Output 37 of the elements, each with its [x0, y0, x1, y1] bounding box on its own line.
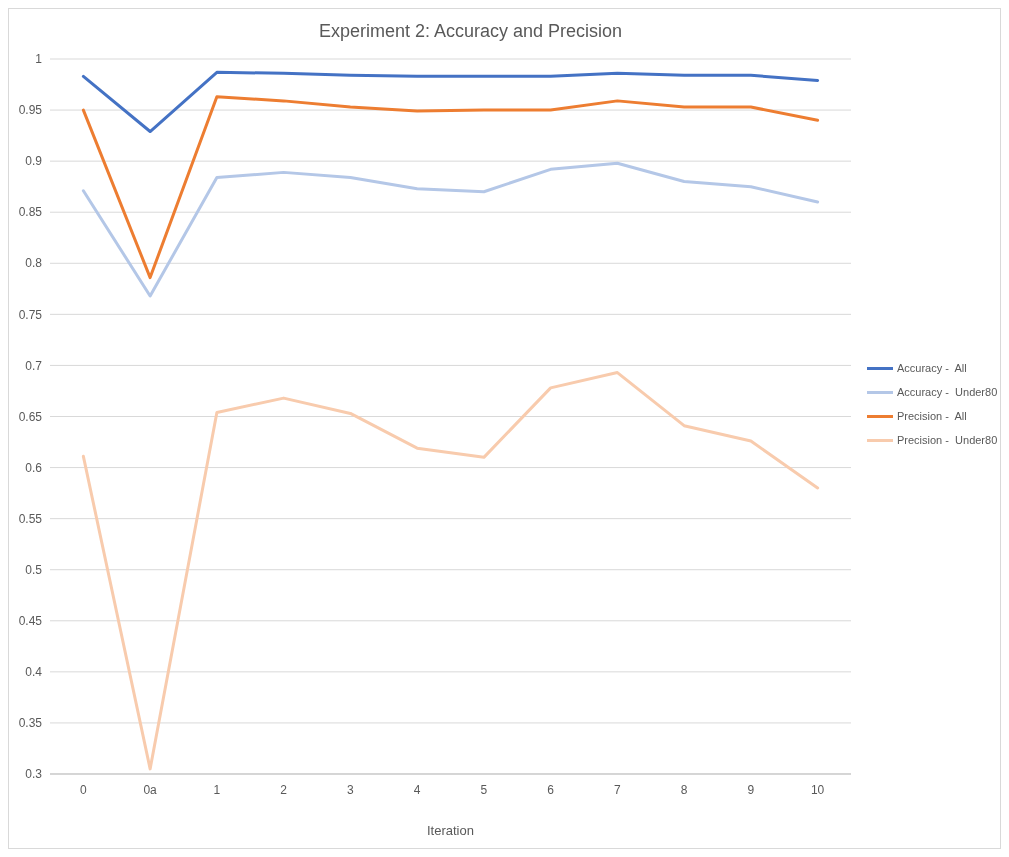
- y-tick-label: 0.4: [25, 665, 43, 680]
- x-tick-label: 6: [547, 783, 555, 797]
- y-tick-label: 0.9: [25, 154, 43, 169]
- line-series: [81, 70, 820, 134]
- line-series: [81, 95, 820, 280]
- x-tick-label: 5: [480, 783, 488, 797]
- y-tick-label: 0.35: [18, 716, 43, 731]
- legend-label: Accuracy - Under80: [897, 386, 998, 399]
- chart-title: Experiment 2: Accuracy and Precision: [318, 21, 623, 41]
- y-tick-label: 0.6: [25, 460, 43, 475]
- x-tick-label: 4: [413, 783, 421, 797]
- x-tick-label: 0: [80, 783, 88, 797]
- y-tick-label: 0.75: [18, 307, 43, 322]
- x-tick-label: 3: [347, 783, 355, 797]
- y-tick-label: 1: [35, 52, 43, 67]
- x-tick-label: 9: [747, 783, 755, 797]
- x-tick-label: 7: [614, 783, 622, 797]
- x-tick-label: 1: [213, 783, 221, 797]
- y-tick-label: 0.95: [18, 103, 43, 118]
- x-tick-label: 0a: [143, 783, 158, 797]
- y-tick-label: 0.7: [25, 358, 43, 373]
- x-tick-label: 10: [810, 783, 825, 797]
- y-tick-label: 0.45: [18, 613, 43, 628]
- y-tick-label: 0.65: [18, 409, 43, 424]
- legend-label: Precision - Under80: [897, 434, 998, 447]
- line-series: [81, 371, 820, 771]
- x-tick-label: 2: [280, 783, 288, 797]
- x-axis-title: Iteration: [427, 823, 474, 838]
- y-tick-label: 0.8: [25, 256, 43, 271]
- y-tick-label: 0.55: [18, 511, 43, 526]
- y-tick-label: 0.85: [18, 205, 43, 220]
- x-tick-label: 8: [680, 783, 688, 797]
- y-tick-label: 0.3: [25, 767, 43, 782]
- legend-label: Precision - All: [897, 410, 967, 423]
- line-series: [81, 161, 820, 298]
- legend-label: Accuracy - All: [897, 362, 967, 375]
- y-tick-label: 0.5: [25, 562, 43, 577]
